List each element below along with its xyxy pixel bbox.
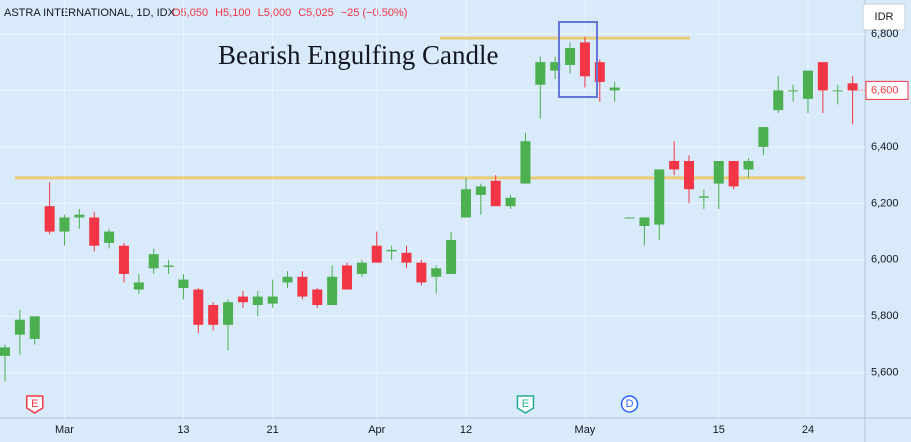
candle-body: [356, 262, 367, 274]
candle-body: [490, 180, 501, 207]
candle-body: [788, 90, 799, 92]
x-tick-label: 12: [460, 424, 472, 436]
ohlc-field: O5,050: [172, 7, 208, 19]
event-label: D: [626, 398, 634, 410]
currency: IDR: [875, 11, 894, 23]
candle-body: [460, 189, 471, 218]
ohlc-field: H5,100: [215, 7, 250, 19]
candle-body: [133, 282, 144, 290]
x-tick-label: 15: [713, 424, 725, 436]
candle-body: [312, 289, 323, 306]
candle-body: [847, 83, 858, 91]
symbol: ASTRA INTERNATIONAL, 1D, IDX: [4, 7, 176, 19]
last-price-label: 6,600: [871, 84, 899, 96]
event-marker: [516, 395, 535, 414]
event-marker: [620, 395, 639, 413]
event-label: E: [31, 398, 38, 410]
candle-body: [505, 197, 516, 207]
candle-body: [89, 217, 100, 246]
y-tick-label: 5,800: [871, 310, 899, 322]
candle-body: [237, 296, 248, 303]
y-tick-label: 6,000: [871, 254, 899, 266]
candle-body: [446, 240, 457, 274]
candle-body: [252, 296, 263, 306]
candle-body: [698, 196, 709, 198]
candle-body: [639, 217, 650, 226]
last-price-box: [865, 80, 909, 100]
candle-body: [713, 160, 724, 184]
candle-body: [579, 42, 590, 77]
candle-body: [609, 87, 620, 91]
x-tick-label: Mar: [55, 424, 74, 436]
ohlc-field: L5,000: [258, 7, 292, 19]
candle-body: [386, 249, 397, 252]
candle-body: [743, 160, 754, 170]
x-tick-label: 13: [177, 424, 189, 436]
candle-body: [550, 62, 561, 71]
candle-body: [0, 347, 10, 356]
highlight-box: [558, 21, 598, 98]
candle-body: [773, 90, 784, 111]
candle-body: [520, 141, 531, 184]
candle-body: [371, 245, 382, 263]
event-label: E: [522, 398, 529, 410]
candle-body: [817, 62, 828, 91]
candle-body: [684, 160, 695, 190]
candle-body: [624, 217, 635, 219]
annotation: Bearish Engulfing Candle: [218, 40, 498, 70]
y-tick-label: 5,600: [871, 367, 899, 379]
candle-body: [223, 302, 234, 325]
candle-body: [267, 296, 278, 304]
candle-body: [163, 265, 174, 267]
candle-body: [74, 214, 85, 218]
x-tick-label: Apr: [368, 424, 385, 436]
y-tick-label: 6,800: [871, 28, 899, 40]
y-tick-label: 6,400: [871, 141, 899, 153]
candle-body: [14, 319, 25, 335]
candle-body: [29, 316, 40, 339]
candle-body: [431, 268, 442, 277]
candle-body: [654, 169, 665, 225]
candle-body: [475, 186, 486, 195]
plot: [0, 0, 865, 418]
candle-body: [282, 276, 293, 283]
ohlc-header: O5,050 H5,100 L5,000 C5,025 −25 (−0.50%): [172, 7, 407, 19]
x-tick-label: 24: [802, 424, 814, 436]
candle-body: [758, 127, 769, 147]
x-tick-label: May: [575, 424, 596, 436]
candle-body: [565, 48, 576, 65]
ohlc-field: −25 (−0.50%): [341, 7, 408, 19]
event-marker: [25, 395, 44, 414]
candle-body: [178, 279, 189, 289]
candle-body: [208, 305, 219, 325]
candle-body: [148, 254, 159, 269]
candle-body: [594, 62, 605, 82]
candle-body: [44, 206, 55, 232]
y-tick-label: 6,200: [871, 197, 899, 209]
candle-body: [193, 289, 204, 325]
candle-body: [297, 276, 308, 297]
candle-body: [802, 70, 813, 99]
x-tick-label: 21: [267, 424, 279, 436]
candle-body: [728, 160, 739, 187]
candle-body: [59, 217, 70, 232]
candle-body: [327, 276, 338, 306]
candle-body: [535, 62, 546, 85]
ohlc-field: C5,025: [298, 7, 333, 19]
currency-box[interactable]: [862, 3, 906, 31]
candle-body: [118, 245, 129, 274]
candle-body: [104, 231, 115, 243]
candle-body: [342, 265, 353, 290]
candle-body: [416, 262, 427, 283]
candle-body: [401, 252, 412, 263]
candle-body: [832, 90, 843, 92]
candle-body: [669, 160, 680, 170]
